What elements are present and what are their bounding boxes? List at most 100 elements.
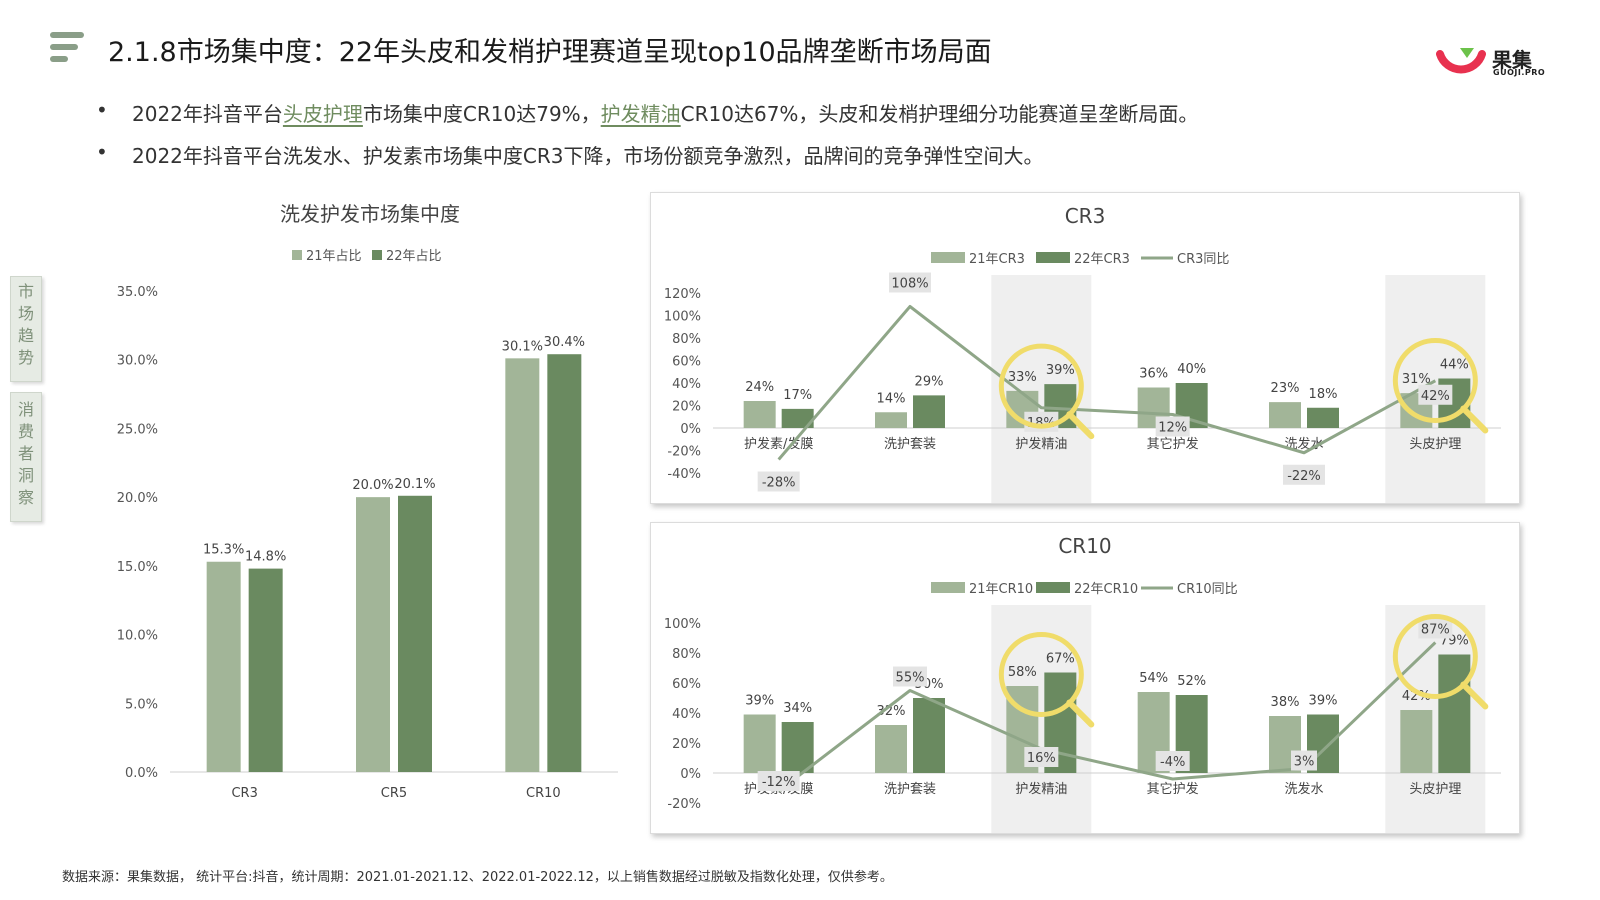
bar xyxy=(1307,407,1339,428)
data-label: 30.4% xyxy=(544,335,585,350)
data-label: 36% xyxy=(1139,367,1168,382)
data-label: 39% xyxy=(745,694,774,709)
y-tick-label: 20% xyxy=(672,400,701,415)
magnifier-icon xyxy=(998,343,1084,429)
bullet-2: 2022年抖音平台洗发水、护发素市场集中度CR3下降，市场份额竞争激烈，品牌间的… xyxy=(132,144,1044,168)
bar xyxy=(1400,710,1433,773)
magnifier-icon xyxy=(1392,338,1478,423)
y-tick-label: -20% xyxy=(667,797,701,812)
bar xyxy=(743,401,776,428)
legend-swatch xyxy=(1036,582,1070,593)
magnifier-handle xyxy=(1460,681,1489,710)
data-label: 67% xyxy=(1046,652,1075,667)
y-tick-label: 25.0% xyxy=(117,422,158,437)
data-label: 18% xyxy=(1309,387,1338,402)
data-label: 20.0% xyxy=(352,478,393,493)
menu-icon xyxy=(50,32,86,64)
data-label: 44% xyxy=(1440,358,1469,373)
x-tick-label: 洗护套装 xyxy=(884,781,936,797)
bar xyxy=(875,412,907,428)
yoy-label-box xyxy=(893,666,927,687)
y-tick-label: -20% xyxy=(667,445,701,460)
y-tick-label: 120% xyxy=(664,287,701,302)
bar xyxy=(248,568,283,772)
y-tick-label: 0% xyxy=(680,422,701,437)
y-tick-label: 40% xyxy=(672,377,701,392)
yoy-label: -4% xyxy=(1160,755,1185,770)
data-label: 38% xyxy=(1271,695,1300,710)
y-tick-label: 40% xyxy=(672,707,701,722)
data-label: 14.8% xyxy=(245,550,286,565)
magnifier-handle xyxy=(1460,405,1489,434)
bar xyxy=(913,395,945,428)
legend-swatch xyxy=(1036,252,1070,263)
x-tick-label: 头皮护理 xyxy=(1409,782,1461,797)
panel-cr3: CR3 21年CR3 22年CR3 CR3同比 -40% -20% 0% 20% 40% 60% 8… xyxy=(650,192,1520,504)
highlight-scalp: 头皮护理 xyxy=(282,102,363,126)
chart-title: CR3 xyxy=(1065,204,1106,228)
logo-icon xyxy=(1436,48,1486,74)
yoy-label: 12% xyxy=(1158,421,1187,436)
legend-label: CR10同比 xyxy=(1177,582,1238,597)
y-tick-label: 0% xyxy=(680,767,701,782)
bar xyxy=(398,495,432,772)
yoy-label: 55% xyxy=(896,671,925,686)
bar xyxy=(206,561,241,772)
y-tick-label: 20.0% xyxy=(117,491,158,506)
yoy-label-box xyxy=(1155,751,1190,771)
yoy-label: 108% xyxy=(891,277,928,292)
legend-label: 21年CR10 xyxy=(969,582,1033,597)
bar xyxy=(781,722,814,773)
legend-swatch xyxy=(931,252,965,263)
legend-swatch xyxy=(292,250,302,260)
bullet-dot: • xyxy=(96,98,108,122)
chart-cr10: CR10 21年CR10 22年CR10 CR10同比 -20% 0% 20% 40% 60% 8… xyxy=(664,534,1501,833)
legend-label: CR3同比 xyxy=(1177,252,1229,267)
data-label: 30.1% xyxy=(502,339,543,354)
bullet-dot: • xyxy=(96,140,108,164)
bar xyxy=(505,358,540,772)
yoy-label: 3% xyxy=(1294,755,1315,770)
data-label: 15.3% xyxy=(203,543,244,558)
data-label: 17% xyxy=(783,388,812,403)
data-label: 23% xyxy=(1271,381,1300,396)
yoy-label-box xyxy=(757,471,800,492)
x-tick-label: 护发精油 xyxy=(1015,436,1067,452)
legend-label: 22年CR3 xyxy=(1074,252,1130,267)
y-tick-label: 15.0% xyxy=(117,560,158,575)
panel-cr10: CR10 21年CR10 22年CR10 CR10同比 -20% 0% 20% 40% 60% 8… xyxy=(650,522,1520,834)
yoy-label: -22% xyxy=(1287,469,1321,484)
bar xyxy=(875,725,907,773)
chart-title: 洗发护发市场集中度 xyxy=(280,202,460,226)
data-label: 32% xyxy=(877,704,906,719)
bar xyxy=(1269,402,1301,428)
yoy-label-box xyxy=(757,771,800,791)
bar xyxy=(1438,654,1471,773)
yoy-line xyxy=(777,305,1437,461)
yoy-label: 42% xyxy=(1421,389,1450,404)
x-tick-label: 护发素/发膜 xyxy=(744,436,813,452)
data-label: 31% xyxy=(1402,372,1431,387)
x-tick-label: 洗发水 xyxy=(1284,781,1323,797)
side-tab-consumer-insight[interactable]: 消费者洞察 xyxy=(10,392,42,522)
data-label: 54% xyxy=(1139,671,1168,686)
y-tick-label: 100% xyxy=(664,617,701,632)
side-tab-market-trend[interactable]: 市场趋势 xyxy=(10,276,42,382)
y-tick-label: 80% xyxy=(672,647,701,662)
data-label: 40% xyxy=(1177,362,1206,377)
bar xyxy=(781,408,814,428)
bar xyxy=(743,714,776,773)
x-tick-label: 其它护发 xyxy=(1147,436,1199,452)
yoy-label-box xyxy=(1283,464,1325,485)
yoy-label-box xyxy=(1024,747,1059,767)
logo-text: 果集 xyxy=(1492,48,1532,72)
legend-swatch xyxy=(372,250,382,260)
yoy-line xyxy=(777,641,1437,793)
page-title: 2.1.8市场集中度：22年头皮和发梢护理赛道呈现top10品牌垄断市场局面 xyxy=(108,37,992,68)
bar xyxy=(547,354,582,772)
yoy-label: 16% xyxy=(1027,751,1056,766)
highlight-hair-oil: 护发精油 xyxy=(600,102,681,126)
data-label: 58% xyxy=(1008,665,1037,680)
logo-subtext: GUOJI.PRO xyxy=(1493,68,1546,77)
x-tick-label: 其它护发 xyxy=(1147,781,1199,797)
